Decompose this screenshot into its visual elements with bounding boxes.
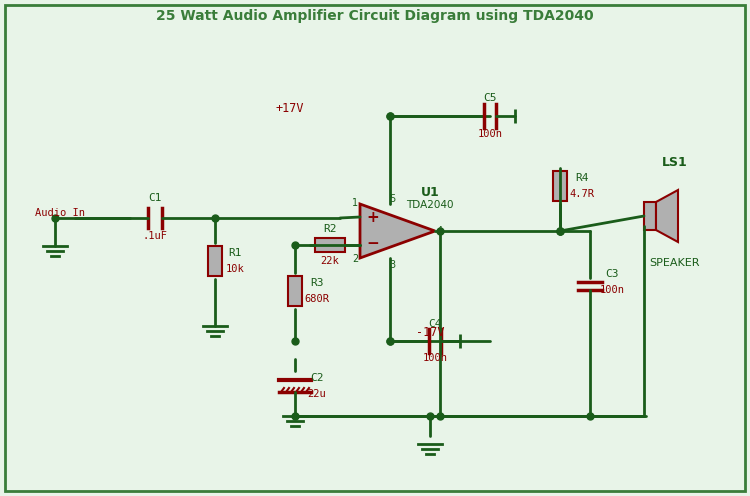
Text: R2: R2: [323, 224, 337, 234]
Text: 4: 4: [437, 226, 443, 236]
Text: R1: R1: [228, 248, 242, 258]
Text: 3: 3: [389, 260, 395, 270]
Text: 22u: 22u: [308, 389, 326, 399]
FancyBboxPatch shape: [288, 276, 302, 306]
Text: 100n: 100n: [599, 285, 625, 295]
Text: 25 Watt Audio Amplifier Circuit Diagram using TDA2040: 25 Watt Audio Amplifier Circuit Diagram …: [156, 9, 594, 23]
Text: 5: 5: [388, 194, 395, 204]
Bar: [644, 202, 656, 230]
Text: TDA2040: TDA2040: [406, 200, 454, 210]
Text: .1uF: .1uF: [142, 231, 167, 241]
Text: 100n: 100n: [478, 129, 502, 139]
FancyBboxPatch shape: [5, 5, 745, 491]
Text: Audio In: Audio In: [35, 208, 85, 218]
Text: 10k: 10k: [226, 264, 245, 274]
Text: SPEAKER: SPEAKER: [650, 258, 700, 268]
Text: +17V: +17V: [276, 102, 304, 115]
Text: -17V: -17V: [416, 326, 444, 339]
FancyBboxPatch shape: [208, 246, 222, 276]
Text: 1: 1: [352, 198, 358, 208]
FancyBboxPatch shape: [315, 238, 345, 252]
Polygon shape: [656, 190, 678, 242]
Polygon shape: [360, 204, 435, 258]
Text: LS1: LS1: [662, 156, 688, 169]
Text: −: −: [367, 236, 380, 250]
Text: 22k: 22k: [321, 256, 339, 266]
Text: 680R: 680R: [304, 294, 329, 304]
Text: 4.7R: 4.7R: [569, 189, 595, 199]
Text: U1: U1: [421, 186, 440, 199]
Text: 100n: 100n: [422, 353, 448, 363]
Text: C1: C1: [148, 193, 162, 203]
Text: R4: R4: [575, 173, 589, 183]
Text: +: +: [367, 209, 380, 225]
Text: C2: C2: [310, 373, 324, 383]
Text: C4: C4: [428, 319, 442, 329]
Text: C5: C5: [483, 93, 496, 103]
Text: 2: 2: [352, 254, 358, 264]
FancyBboxPatch shape: [553, 171, 567, 201]
Text: C3: C3: [605, 269, 619, 279]
Text: R3: R3: [310, 278, 324, 288]
